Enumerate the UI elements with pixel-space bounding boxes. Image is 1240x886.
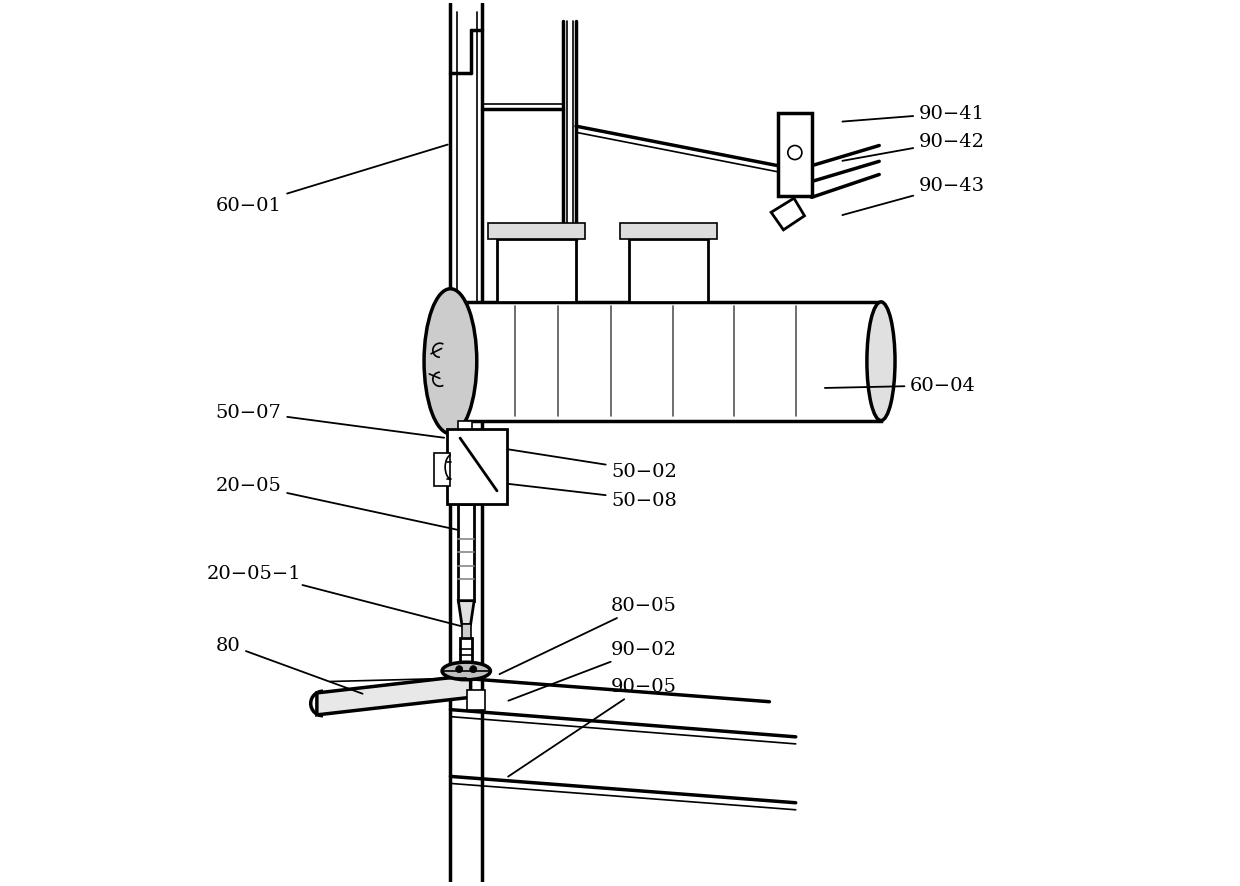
Text: 90−41: 90−41 — [842, 105, 985, 123]
Text: 90−42: 90−42 — [842, 133, 985, 161]
Text: 90−43: 90−43 — [842, 177, 985, 216]
Bar — [620, 223, 717, 239]
Text: 20−05: 20−05 — [216, 476, 458, 530]
Polygon shape — [459, 601, 474, 625]
Bar — [459, 421, 472, 430]
Bar — [446, 430, 507, 504]
Text: 80−05: 80−05 — [500, 596, 677, 674]
Ellipse shape — [867, 303, 895, 421]
Polygon shape — [317, 676, 471, 715]
Text: 90−05: 90−05 — [508, 677, 677, 777]
Bar — [459, 504, 474, 601]
Bar — [489, 223, 585, 239]
Text: 50−07: 50−07 — [216, 403, 444, 439]
Bar — [460, 638, 472, 664]
Text: 50−08: 50−08 — [495, 483, 677, 509]
Bar — [461, 625, 471, 638]
Polygon shape — [771, 199, 805, 230]
Ellipse shape — [443, 663, 490, 680]
Text: 50−02: 50−02 — [495, 447, 677, 480]
Bar — [434, 454, 450, 487]
Ellipse shape — [424, 290, 476, 434]
Text: 60−04: 60−04 — [825, 377, 976, 395]
Bar — [467, 690, 485, 710]
Circle shape — [455, 666, 463, 673]
Circle shape — [470, 666, 476, 673]
Bar — [450, 303, 880, 421]
Circle shape — [787, 146, 802, 160]
Bar — [497, 239, 577, 303]
Text: 80: 80 — [216, 636, 362, 694]
Text: 60−01: 60−01 — [216, 145, 448, 215]
Bar — [629, 239, 708, 303]
Bar — [779, 114, 811, 198]
Text: 20−05−1: 20−05−1 — [207, 563, 461, 626]
Text: 90−02: 90−02 — [508, 641, 677, 701]
